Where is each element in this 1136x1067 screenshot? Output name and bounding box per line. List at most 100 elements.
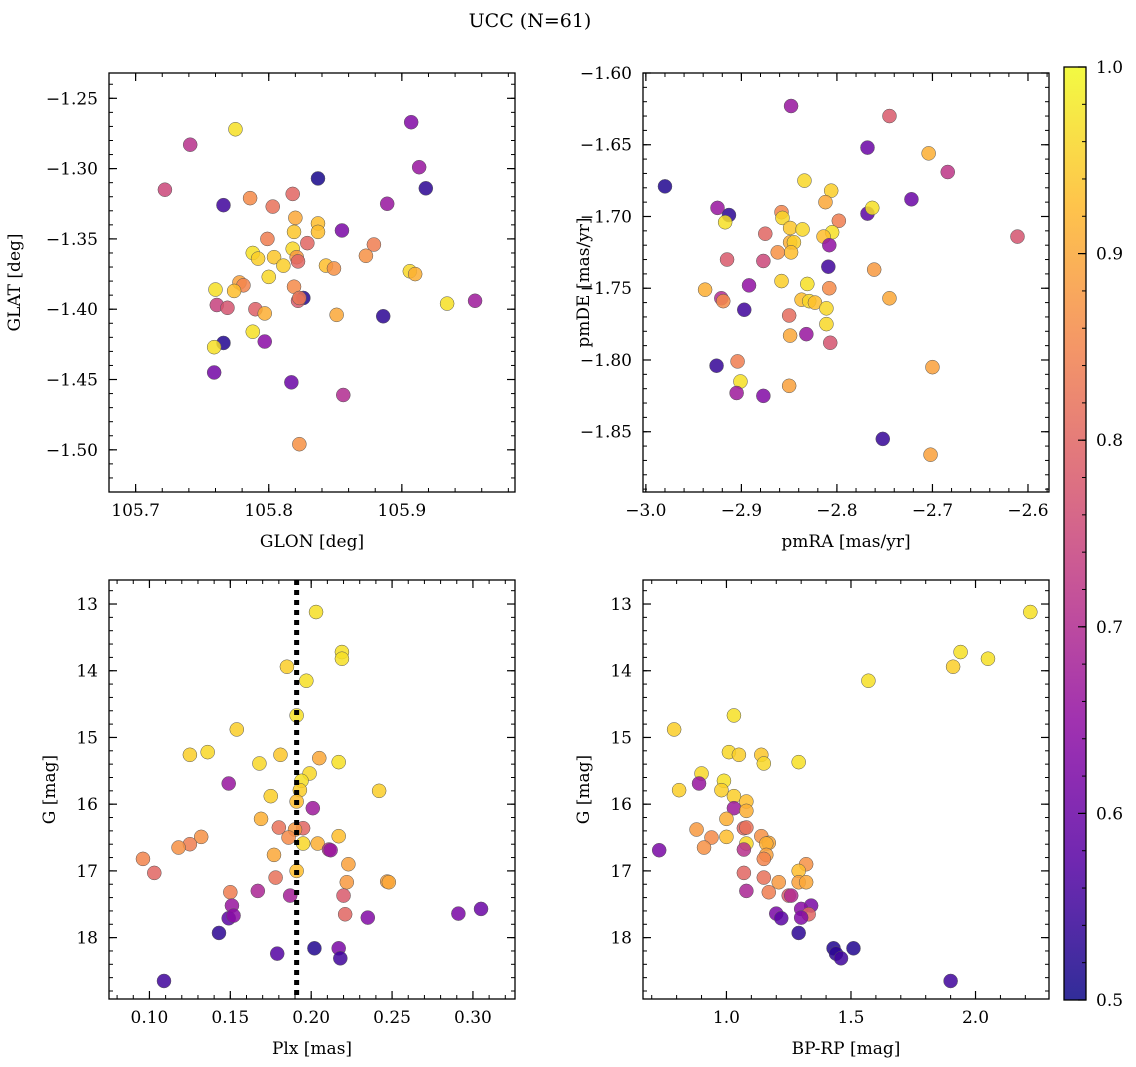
data-point xyxy=(334,651,350,666)
data-point xyxy=(223,884,238,900)
data-point xyxy=(866,262,882,277)
data-point xyxy=(773,911,789,926)
data-point xyxy=(242,190,258,206)
y-tick-label: 14 xyxy=(76,662,98,682)
data-point xyxy=(339,874,355,890)
data-point xyxy=(666,722,682,737)
data-point xyxy=(945,659,961,674)
data-point xyxy=(260,231,275,247)
data-point xyxy=(323,842,338,858)
data-point xyxy=(284,375,299,390)
y-tick-label: 17 xyxy=(76,862,98,882)
data-point xyxy=(331,754,346,770)
data-point xyxy=(257,334,272,349)
y-tick-label: −1.80 xyxy=(580,351,632,371)
data-point xyxy=(271,820,287,835)
data-point xyxy=(451,906,466,921)
data-point xyxy=(904,192,919,207)
y-tick-label: 13 xyxy=(76,595,98,615)
data-point xyxy=(334,223,350,238)
data-point xyxy=(882,291,897,306)
data-point xyxy=(783,245,799,260)
y-tick-label: −1.45 xyxy=(46,371,98,391)
colorbar-tick-label: 0.7 xyxy=(1096,618,1123,638)
data-point xyxy=(473,901,489,917)
data-point xyxy=(719,252,735,267)
data-point xyxy=(715,293,731,309)
x-tick-label: 1.0 xyxy=(713,1008,740,1028)
data-point xyxy=(226,283,242,299)
data-point xyxy=(953,644,968,660)
data-point xyxy=(268,870,283,885)
y-axis-label: pmDE [mas/yr] xyxy=(574,217,594,347)
y-axis-label: G [mag] xyxy=(40,755,60,824)
x-tick-label: 1.5 xyxy=(837,1008,864,1028)
colorbar-tick-label: 0.6 xyxy=(1096,804,1123,824)
scatter-panel-1: 105.7 105.8 105.9 −1.25 −1.30 −1.35 −1.40 −1.45… xyxy=(5,72,516,552)
x-tick-label: 0.30 xyxy=(454,1008,492,1028)
data-point xyxy=(371,783,387,799)
data-point xyxy=(269,946,285,961)
data-point xyxy=(220,300,235,316)
data-point xyxy=(943,973,958,989)
y-tick-label: −1.65 xyxy=(580,136,632,156)
colorbar: 0.5 0.6 0.7 0.8 0.9 1.0 xyxy=(1063,58,1123,1011)
data-point xyxy=(193,829,209,845)
data-point xyxy=(822,237,837,253)
data-point xyxy=(326,261,342,276)
data-point xyxy=(756,388,771,404)
data-point xyxy=(310,224,326,240)
data-point xyxy=(756,870,772,885)
data-point xyxy=(783,888,799,903)
y-tick-label: −1.35 xyxy=(46,230,98,250)
data-point xyxy=(200,744,215,760)
data-point xyxy=(375,308,391,324)
x-axis-label: pmRA [mas/yr] xyxy=(781,532,910,552)
data-point xyxy=(407,266,423,282)
axes-frame xyxy=(642,579,1050,1000)
data-point xyxy=(366,237,382,252)
data-point xyxy=(739,803,754,819)
scatter-panel-3: 0.10 0.15 0.20 0.25 0.30 13 14 15 16 17 18 Plx [mas… xyxy=(40,579,516,1059)
data-point xyxy=(791,754,806,770)
y-tick-label: 18 xyxy=(76,929,98,949)
x-axis-label: Plx [mas] xyxy=(272,1039,352,1059)
data-point xyxy=(279,659,295,674)
y-tick-label: −1.85 xyxy=(580,423,632,443)
data-point xyxy=(882,108,897,124)
data-point xyxy=(208,282,223,297)
x-tick-label: −2.8 xyxy=(816,501,857,521)
x-tick-label: 0.15 xyxy=(211,1008,249,1028)
x-tick-label: −3.0 xyxy=(625,501,666,521)
data-point xyxy=(710,200,725,216)
data-point xyxy=(782,328,798,343)
data-point xyxy=(308,604,324,620)
data-point xyxy=(736,842,752,857)
y-tick-label: 16 xyxy=(76,795,98,815)
x-tick-label: 105.8 xyxy=(244,501,293,521)
data-point xyxy=(822,335,838,351)
data-point xyxy=(921,146,936,161)
x-axis-label: BP-RP [mag] xyxy=(792,1039,901,1059)
data-point xyxy=(791,925,806,941)
data-point xyxy=(739,820,754,835)
data-point xyxy=(731,747,747,763)
data-point xyxy=(182,137,198,152)
x-tick-label: −2.9 xyxy=(721,501,762,521)
data-point xyxy=(211,925,227,941)
y-tick-label: 16 xyxy=(610,795,632,815)
data-point xyxy=(1023,604,1038,620)
data-point xyxy=(418,181,434,196)
colorbar-tick-label: 0.5 xyxy=(1096,991,1123,1011)
data-point xyxy=(156,973,172,989)
data-point xyxy=(756,756,772,771)
data-point xyxy=(691,776,707,791)
data-point xyxy=(781,308,797,323)
data-point xyxy=(250,883,266,899)
data-point xyxy=(310,171,326,186)
data-point xyxy=(717,214,733,230)
data-point xyxy=(726,708,742,723)
x-tick-label: 0.25 xyxy=(373,1008,411,1028)
data-point xyxy=(846,941,861,956)
